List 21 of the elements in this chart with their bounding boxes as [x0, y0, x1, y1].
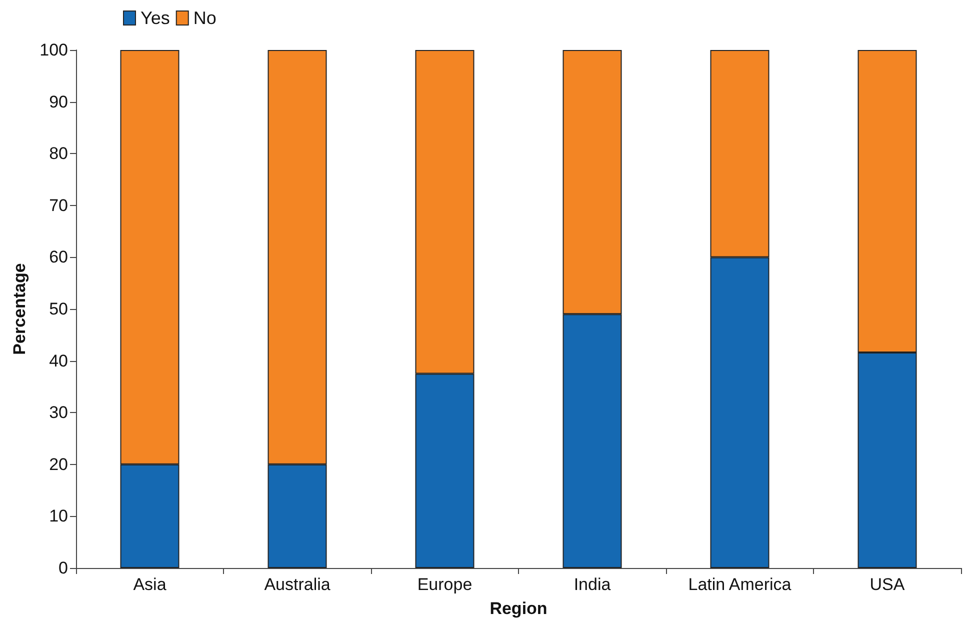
y-tick-label: 20: [49, 454, 68, 474]
y-tick-label: 30: [49, 403, 68, 422]
legend-label: Yes: [140, 8, 170, 28]
y-tick-label: 60: [49, 248, 68, 267]
y-tick-label: 80: [49, 144, 68, 164]
legend-label: No: [193, 8, 216, 28]
x-tick-label: USA: [870, 575, 906, 594]
y-tick-label: 50: [49, 300, 68, 318]
x-tick-label: Asia: [133, 575, 167, 594]
y-tick-label: 10: [49, 506, 68, 526]
y-tick-label: 70: [49, 196, 68, 215]
y-tick-label: 0: [58, 558, 68, 578]
y-tick-label: 100: [40, 40, 68, 60]
x-tick-label: Europe: [417, 575, 472, 594]
y-tick-label: 90: [49, 92, 68, 112]
y-axis-title: Percentage: [10, 263, 29, 355]
y-tick-label: 40: [49, 351, 68, 370]
x-tick-label: India: [574, 575, 612, 594]
x-tick-label: Australia: [264, 575, 331, 594]
x-tick-label: Latin America: [688, 575, 792, 594]
x-axis-title: Region: [490, 599, 548, 618]
